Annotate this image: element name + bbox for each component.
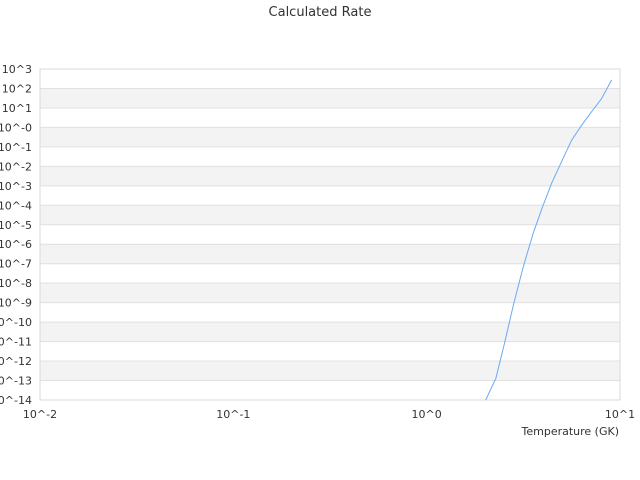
grid-bands — [40, 88, 620, 381]
grid-band — [40, 88, 620, 108]
y-tick-label: 10^-13 — [0, 375, 32, 388]
x-tick-label: 10^0 — [412, 408, 442, 421]
plot-frame — [39, 68, 621, 401]
chart-title: Calculated Rate — [269, 5, 372, 20]
x-tick-label: 10^1 — [605, 408, 635, 421]
grid-band — [40, 283, 620, 303]
y-tick-label: 10^-10 — [0, 316, 32, 329]
y-tick-label: 10^1 — [2, 102, 32, 115]
y-tick-label: 10^-14 — [0, 394, 32, 407]
x-tick-label: 10^-1 — [216, 408, 250, 421]
x-axis-ticks: 10^-2 10^-1 10^0 10^1 — [23, 408, 635, 421]
y-tick-label: 10^-8 — [0, 277, 32, 290]
y-tick-label: 10^-3 — [0, 180, 32, 193]
y-tick-label: 10^-0 — [0, 121, 32, 134]
grid-band — [40, 244, 620, 264]
y-tick-label: 10^-6 — [0, 238, 32, 251]
y-tick-label: 10^-4 — [0, 199, 32, 212]
series-group — [485, 79, 613, 401]
y-tick-label: 10^-7 — [0, 258, 32, 271]
y-tick-label: 10^-11 — [0, 336, 32, 349]
grid-band — [40, 361, 620, 381]
y-axis-ticks: 10^3 10^2 10^1 10^-0 10^-1 10^-2 10^-3 10^-4 10^… — [0, 63, 32, 407]
grid-band — [40, 127, 620, 147]
y-tick-label: 10^-2 — [0, 160, 32, 173]
y-tick-label: 10^-9 — [0, 297, 32, 310]
y-tick-label: 10^-1 — [0, 141, 32, 154]
grid-band — [40, 166, 620, 186]
y-tick-label: 10^2 — [2, 82, 32, 95]
y-tick-label: 10^-5 — [0, 219, 32, 232]
y-tick-label: 10^-12 — [0, 355, 32, 368]
y-tick-label: 10^3 — [2, 63, 32, 76]
x-tick-label: 10^-2 — [23, 408, 57, 421]
grid-band — [40, 322, 620, 342]
x-axis-label: Temperature (GK) — [521, 425, 620, 438]
grid-band — [40, 205, 620, 225]
series-line — [485, 79, 613, 401]
